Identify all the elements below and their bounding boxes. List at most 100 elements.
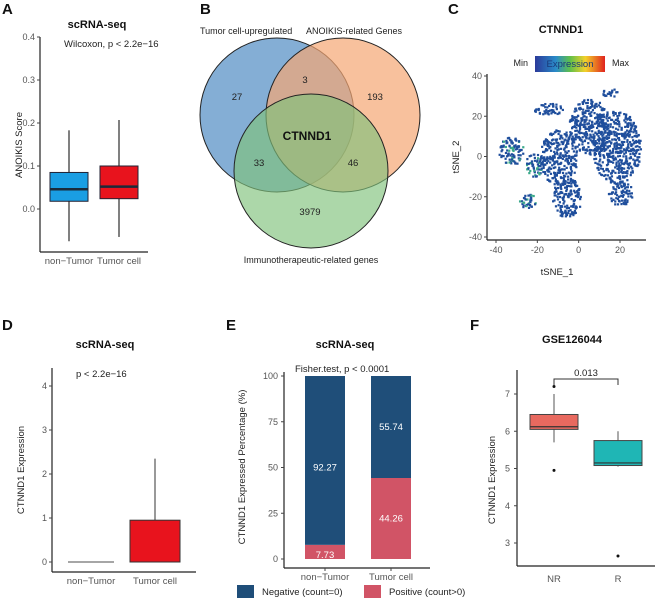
panel-c-point <box>563 193 566 196</box>
panel-c-point <box>512 153 515 157</box>
panel-c-point <box>501 148 504 152</box>
panel-f-annotation: 0.013 <box>574 368 598 379</box>
panel-c-point <box>605 164 609 167</box>
panel-f-box <box>529 413 579 430</box>
panel-c-point <box>546 144 549 148</box>
panel-f-xtick-label: R <box>615 574 622 585</box>
colorbar-title: Expression <box>547 59 594 70</box>
panel-c-point <box>591 141 594 144</box>
panel-c-point <box>630 186 633 189</box>
panel-c-point <box>521 202 524 206</box>
panel-c-point <box>563 200 566 203</box>
panel-c-point <box>559 176 563 179</box>
panel-c-point <box>579 197 582 201</box>
panel-c-point <box>584 148 587 152</box>
panel-c-point <box>594 117 597 120</box>
panel-c-point <box>619 151 623 154</box>
panel-c-point <box>559 105 562 108</box>
panel-c-point <box>621 143 625 147</box>
panel-c-point <box>510 153 513 156</box>
panel-c-point <box>595 122 598 125</box>
panel-c-point <box>564 150 567 153</box>
panel-c-point <box>556 183 559 186</box>
panel-c-point <box>569 166 572 169</box>
panel-c-point <box>601 107 604 110</box>
panel-c-point <box>603 149 606 153</box>
panel-c-point <box>534 174 537 177</box>
panel-c-point <box>548 179 551 182</box>
panel-c-point <box>540 104 543 107</box>
panel-c-point <box>617 120 621 123</box>
panel-d-ytick-label: 2 <box>42 469 47 479</box>
panel-c-point <box>610 131 613 134</box>
panel-c-point <box>635 139 638 143</box>
panel-a-box <box>99 165 139 200</box>
panel-c-point <box>605 167 608 171</box>
panel-c-point <box>589 106 592 109</box>
panel-c-point <box>606 111 609 114</box>
panel-a-title: scRNA-seq <box>68 19 127 31</box>
panel-c-point <box>567 175 570 178</box>
panel-c-point <box>624 115 627 118</box>
panel-c-point <box>627 143 630 146</box>
panel-c-point <box>612 157 615 161</box>
panel-c-point <box>510 158 514 161</box>
panel-c-point <box>579 137 582 140</box>
panel-c-point <box>569 194 572 197</box>
panel-c-point <box>603 123 607 126</box>
panel-c-point <box>608 91 611 94</box>
panel-c-point <box>610 92 613 95</box>
panel-c-point <box>579 106 582 109</box>
panel-c-point <box>604 173 607 177</box>
panel-c-point <box>557 148 560 151</box>
panel-c-point <box>574 135 577 139</box>
panel-c-point <box>605 123 608 126</box>
panel-c-point <box>510 140 513 143</box>
panel-c-point <box>563 182 567 186</box>
legend-label-negative: Negative (count=0) <box>262 587 343 598</box>
panel-c-point <box>604 131 607 134</box>
panel-c-point <box>617 155 620 158</box>
panel-c-point <box>605 169 608 172</box>
panel-c-point <box>574 145 577 148</box>
panel-c-point <box>564 154 567 157</box>
panel-c-point <box>613 144 616 147</box>
panel-c-point <box>623 191 627 194</box>
panel-c-point <box>547 167 550 170</box>
panel-c-point <box>578 103 581 106</box>
panel-c-point <box>508 158 511 161</box>
panel-c-point <box>543 163 546 166</box>
panel-c-point <box>624 160 627 163</box>
panel-label-d: D <box>2 317 13 334</box>
panel-c-point <box>549 133 552 136</box>
panel-c-point <box>597 124 600 128</box>
panel-c-point <box>517 150 520 154</box>
panel-c-point <box>594 161 597 164</box>
panel-c-point <box>580 139 583 142</box>
panel-c-point <box>615 197 618 200</box>
panel-c-point <box>590 111 593 114</box>
panel-c-point <box>608 116 611 119</box>
panel-c-point <box>548 141 551 144</box>
panel-c-point <box>620 161 623 164</box>
panel-c-point <box>572 205 575 208</box>
panel-c-point <box>574 205 577 208</box>
panel-c-point <box>629 122 632 125</box>
panel-c-point <box>574 133 577 136</box>
panel-c-point <box>630 171 633 174</box>
panel-c-point <box>551 164 554 167</box>
panel-a-box <box>49 171 89 202</box>
panel-c-point <box>581 123 584 126</box>
panel-c-point <box>569 134 572 137</box>
panel-c-point <box>514 137 517 140</box>
panel-c-point <box>633 140 636 143</box>
panel-c-point <box>542 170 545 174</box>
panel-c-point <box>590 123 593 127</box>
panel-c-point <box>532 167 536 170</box>
panel-c-point <box>569 131 572 134</box>
panel-c-ytick-label: 40 <box>472 71 482 81</box>
panel-c-point <box>593 122 596 125</box>
panel-c-point <box>562 141 565 144</box>
panel-c-point <box>594 131 597 134</box>
